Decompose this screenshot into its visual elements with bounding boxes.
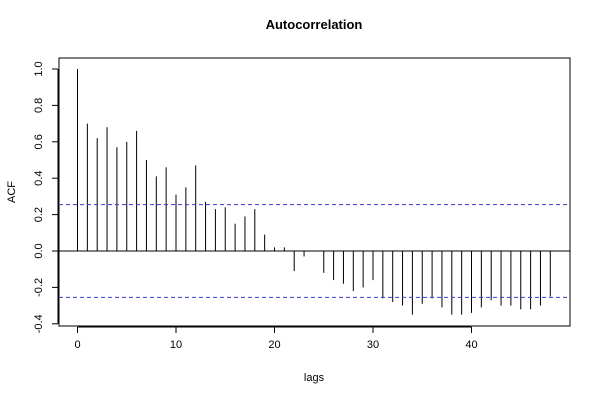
x-tick-label: 40: [465, 339, 477, 351]
y-tick-label: 0.8: [33, 98, 45, 113]
plot-area: [59, 69, 570, 315]
y-tick-label: -0.4: [33, 314, 45, 333]
y-axis: -0.4 -0.2 0.0 0.2 0.4 0.6 0.8 1.0: [33, 61, 59, 333]
y-tick-label: 0.0: [33, 243, 45, 258]
x-tick-label: 10: [170, 339, 182, 351]
plot-frame: [58, 57, 571, 327]
x-axis: 0 10 20 30 40: [74, 326, 478, 351]
y-tick-label: 0.2: [33, 207, 45, 222]
x-axis-label: lags: [304, 372, 325, 384]
y-tick-label: 1.0: [33, 61, 45, 76]
x-tick-label: 0: [74, 339, 80, 351]
x-tick-label: 30: [367, 339, 379, 351]
y-tick-label: 0.6: [33, 134, 45, 149]
y-axis-label: ACF: [6, 181, 18, 203]
y-tick-label: -0.2: [33, 278, 45, 297]
y-tick-label: 0.4: [33, 171, 45, 186]
chart-title: Autocorrelation: [266, 17, 363, 32]
x-tick-label: 20: [268, 339, 280, 351]
